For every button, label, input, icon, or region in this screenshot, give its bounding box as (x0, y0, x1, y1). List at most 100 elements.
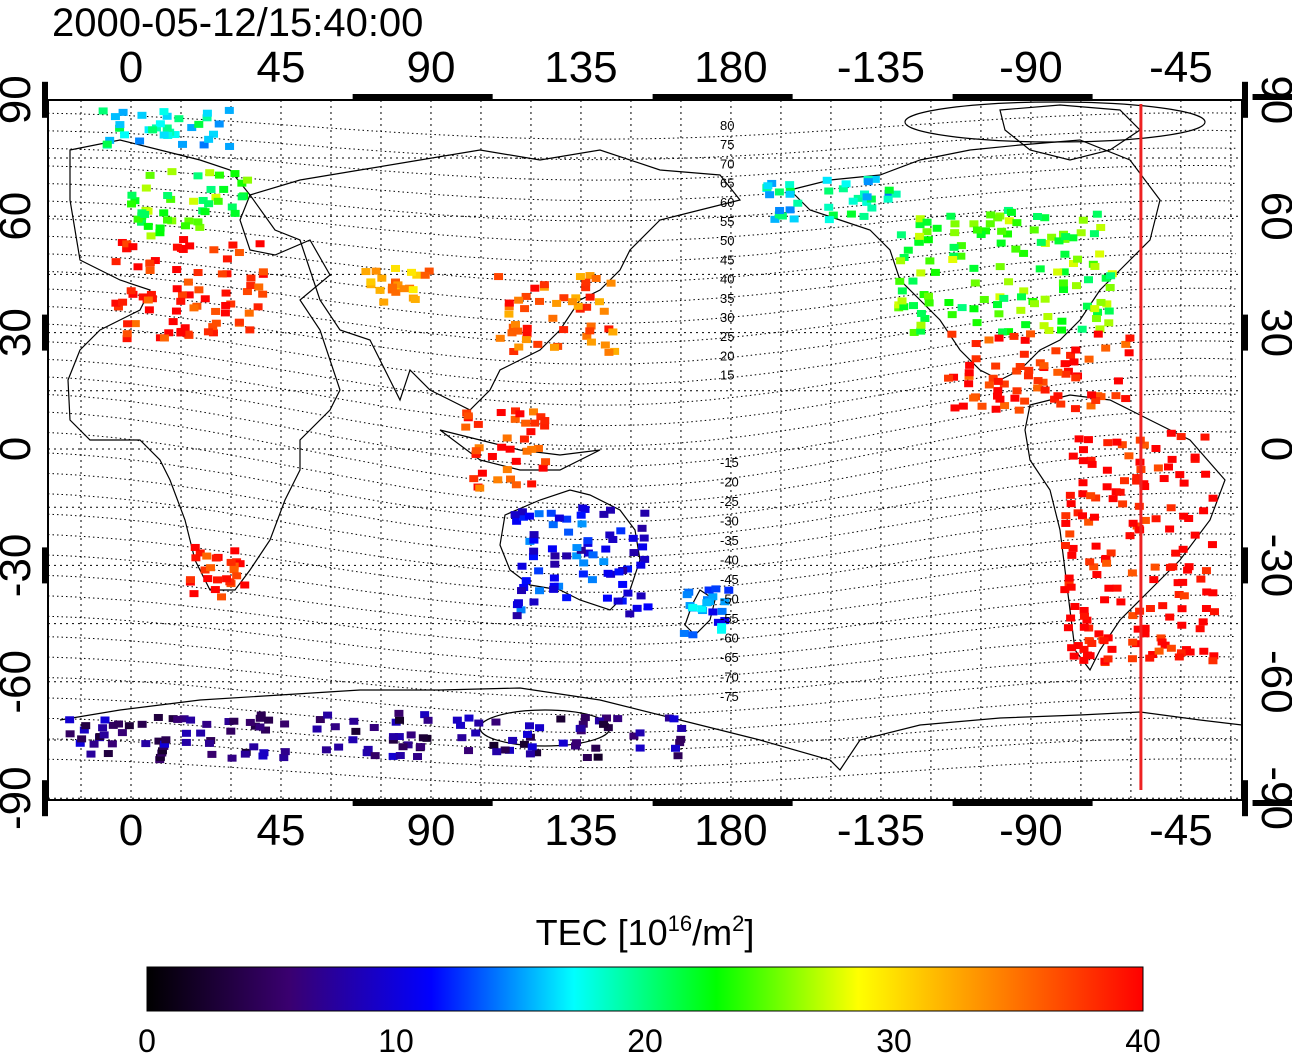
tec-point-alaska (891, 190, 901, 198)
tec-point-antarctica (525, 750, 535, 758)
maglat-label-south: -65 (720, 650, 739, 665)
maglat-contour (48, 758, 1237, 786)
tec-point-south-america (1099, 637, 1109, 645)
tec-point-east-asia (571, 294, 581, 302)
tec-point-east-asia (594, 298, 604, 306)
tec-point-north-america (1011, 245, 1021, 253)
tec-point-antarctica (629, 732, 639, 740)
tec-point-south-america (1079, 645, 1089, 653)
tec-point-antarctica (264, 716, 274, 724)
tec-point-central-america (1000, 402, 1010, 410)
tec-point-north-america (1057, 326, 1067, 334)
tec-point-south-america (1145, 654, 1155, 662)
tec-point-north-america (922, 218, 932, 226)
tec-point-south-america (1061, 519, 1071, 527)
tec-point-east-asia (608, 328, 618, 336)
tec-point-antarctica (395, 752, 405, 760)
maglat-label-south: -40 (720, 553, 739, 568)
tec-point-north-america (1071, 282, 1081, 290)
tec-point-east-asia (591, 274, 601, 282)
tec-point-australia (638, 543, 648, 551)
tec-point-north-america (1040, 214, 1050, 222)
maglat-label-north: 15 (720, 368, 734, 383)
tec-point-europe (189, 304, 199, 312)
tec-point-southeast-asia (493, 476, 503, 484)
tec-point-arctic-north (137, 111, 147, 119)
tec-point-alaska (765, 191, 775, 199)
tec-point-new-zealand (720, 617, 730, 625)
tec-point-new-zealand (717, 623, 727, 631)
tec-point-europe (111, 258, 121, 266)
tec-point-south-america (1065, 491, 1075, 499)
tec-point-new-zealand (717, 626, 727, 634)
tec-point-europe (258, 268, 268, 276)
tec-point-central-america (964, 380, 974, 388)
tec-point-south-america (1128, 519, 1138, 527)
tec-point-antarctica (249, 743, 259, 751)
tec-point-alaska (884, 186, 894, 194)
frame-tick-bar (952, 94, 1093, 100)
lat-label-left: -30 (0, 534, 40, 598)
tec-point-north-america (1106, 272, 1116, 280)
tec-point-arctic-north (105, 136, 115, 144)
tec-point-north-america (947, 311, 957, 319)
tec-point-north-america (1053, 268, 1063, 276)
tec-point-east-asia (520, 305, 530, 313)
tec-point-europe (179, 236, 189, 244)
colorbar-tick-label: 30 (876, 1023, 912, 1057)
tec-point-antarctica (452, 716, 462, 724)
tec-point-scandinavia (237, 193, 247, 201)
tec-point-north-america (986, 211, 996, 219)
tec-point-antarctica (349, 717, 359, 725)
tec-point-antarctica (81, 722, 91, 730)
tec-point-south-america (1116, 598, 1126, 606)
tec-point-antarctica (669, 715, 679, 723)
tec-point-antarctica (89, 740, 99, 748)
tec-point-south-america (1196, 575, 1206, 583)
tec-point-south-america (1078, 512, 1088, 520)
maglat-contour (48, 357, 1237, 427)
tec-point-antarctica (154, 737, 164, 745)
tec-point-south-america (1198, 618, 1208, 626)
maglat-label-south: -50 (720, 592, 739, 607)
tec-point-new-zealand (688, 603, 698, 611)
tec-point-southeast-asia (527, 480, 537, 488)
tec-point-east-asia (599, 307, 609, 315)
tec-point-southeast-asia (496, 409, 506, 417)
tec-point-south-america (1178, 545, 1188, 553)
lon-label-bottom: -135 (837, 806, 925, 855)
tec-point-europe (122, 240, 132, 248)
tec-point-east-asia (585, 327, 595, 335)
tec-point-antarctica (103, 750, 113, 758)
colorbar: TEC [1016/m2] 0 10 20 30 40 (138, 911, 1161, 1057)
tec-point-antarctica (245, 718, 255, 726)
tec-point-east-asia (521, 292, 531, 300)
tec-point-scandinavia (230, 209, 240, 217)
tec-point-south-america (1151, 515, 1161, 523)
tec-point-central-america (988, 374, 998, 382)
tec-point-australia (623, 565, 633, 573)
tec-point-europe (122, 330, 132, 338)
maglat-label-north: 30 (720, 310, 734, 325)
tec-point-south-america (1133, 625, 1143, 633)
tec-point-southeast-asia (487, 452, 497, 460)
tec-point-south-america (1174, 653, 1184, 661)
tec-point-antarctica (250, 722, 260, 730)
tec-point-central-america (1113, 377, 1123, 385)
tec-point-alaska (863, 178, 873, 186)
tec-point-europe (246, 282, 256, 290)
tec-point-australia (608, 535, 618, 543)
tec-point-east-asia (548, 314, 558, 322)
tec-point-australia (550, 560, 560, 568)
tec-point-south-america (1160, 641, 1170, 649)
tec-point-south-america (1078, 479, 1088, 487)
tec-point-east-asia (552, 299, 562, 307)
tec-point-central-america (1020, 397, 1030, 405)
tec-point-north-america (1021, 321, 1031, 329)
tec-point-australia (519, 513, 529, 521)
tec-point-australia (562, 515, 572, 523)
tec-point-southeast-asia (473, 420, 483, 428)
tec-point-europe (111, 299, 121, 307)
tec-point-antarctica (591, 744, 601, 752)
lon-label-bottom: 0 (119, 806, 143, 855)
